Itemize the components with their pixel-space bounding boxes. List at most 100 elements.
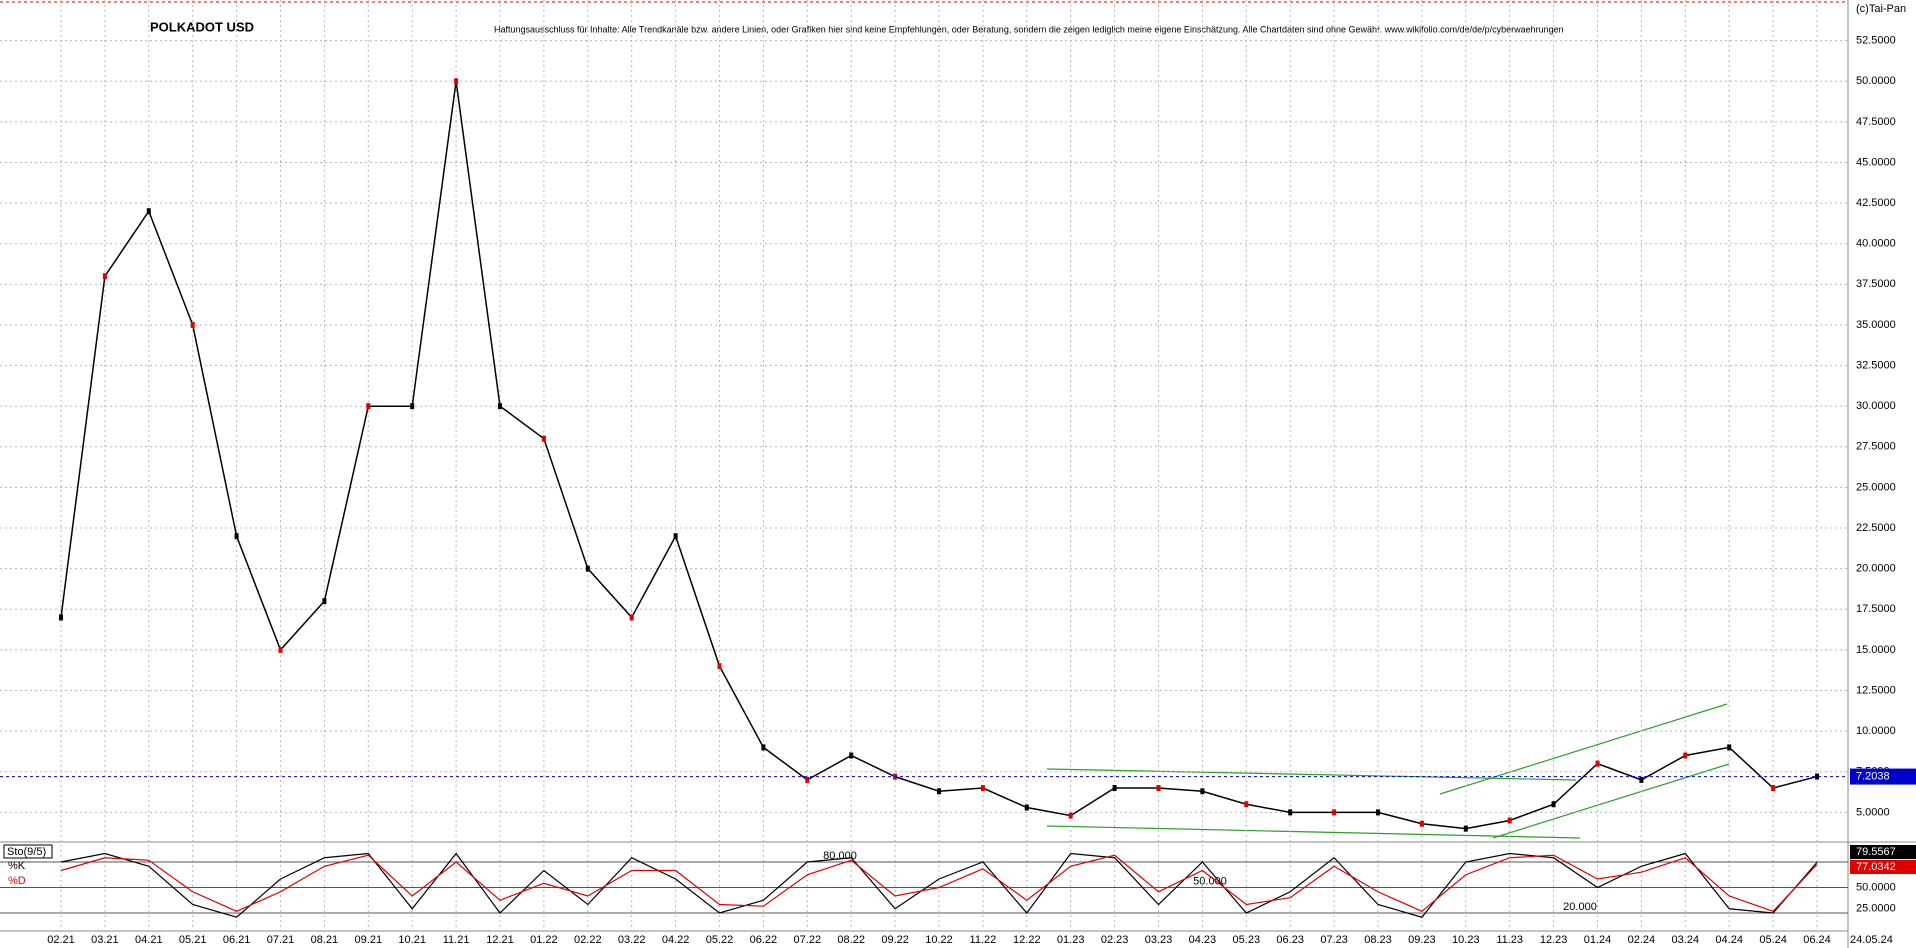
price-point xyxy=(1112,785,1117,792)
price-point xyxy=(1815,773,1819,780)
price-point xyxy=(849,752,854,759)
x-tick-label: 09.21 xyxy=(355,934,383,946)
price-point xyxy=(190,321,195,328)
level-label: 20.000 xyxy=(1563,901,1597,913)
y-tick-label: 25.0000 xyxy=(1856,481,1896,493)
y-tick-label: 45.0000 xyxy=(1856,156,1896,168)
x-tick-label: 06.24 xyxy=(1803,934,1831,946)
price-point xyxy=(1771,785,1776,792)
price-point xyxy=(937,788,941,795)
x-tick-label: 01.23 xyxy=(1057,934,1085,946)
price-point xyxy=(629,614,634,621)
price-point xyxy=(1024,804,1029,811)
price-point xyxy=(366,403,371,410)
price-point xyxy=(1244,801,1249,808)
x-tick-label: 08.21 xyxy=(311,934,339,946)
y-tick-label: 40.0000 xyxy=(1856,238,1896,250)
date-label: 24.05.24 xyxy=(1850,934,1893,946)
x-tick-label: 11.22 xyxy=(970,934,997,946)
x-tick-label: 06.23 xyxy=(1276,934,1304,946)
price-point xyxy=(1463,825,1468,832)
price-point xyxy=(454,78,459,85)
panel-title: Sto(9/5) xyxy=(7,846,46,858)
price-point xyxy=(498,403,502,410)
x-tick-label: 05.24 xyxy=(1759,934,1787,946)
x-tick-label: 06.22 xyxy=(750,934,778,946)
stoch-line xyxy=(60,854,1818,912)
stoch-line xyxy=(60,852,1818,918)
x-tick-label: 07.21 xyxy=(267,934,295,946)
y-tick-label: 15.0000 xyxy=(1856,644,1896,656)
x-tick-label: 07.23 xyxy=(1320,934,1348,946)
price-point xyxy=(717,663,722,670)
x-tick-label: 11.21 xyxy=(443,934,470,946)
x-tick-label: 09.22 xyxy=(881,934,909,946)
x-tick-label: 02.24 xyxy=(1628,934,1656,946)
y-tick-label: 27.5000 xyxy=(1856,441,1896,453)
y-tick-label: 42.5000 xyxy=(1856,197,1896,209)
legend-label: %D xyxy=(8,875,26,887)
level-label: 80.000 xyxy=(823,850,857,862)
y-tick-label: 17.5000 xyxy=(1856,603,1896,615)
current-box xyxy=(1850,845,1916,859)
y-tick-label: 37.5000 xyxy=(1856,278,1896,290)
x-tick-label: 10.22 xyxy=(925,934,953,946)
x-tick-label: 03.24 xyxy=(1672,934,1700,946)
x-tick-label: 06.21 xyxy=(223,934,251,946)
price-point xyxy=(980,785,985,792)
y-tick-label: 10.0000 xyxy=(1856,725,1896,737)
price-point xyxy=(1419,820,1424,827)
x-tick-label: 01.24 xyxy=(1584,934,1612,946)
trend-line xyxy=(1492,763,1730,839)
price-point xyxy=(1595,760,1600,767)
x-tick-label: 02.23 xyxy=(1101,934,1129,946)
price-point xyxy=(761,744,766,751)
price-point xyxy=(322,598,327,605)
x-tick-label: 04.23 xyxy=(1189,934,1217,946)
x-tick-label: 12.23 xyxy=(1540,934,1568,946)
price-point xyxy=(1507,817,1512,824)
current-label: 79.5567 xyxy=(1856,846,1896,858)
price-point xyxy=(1376,809,1380,816)
price-point xyxy=(1683,752,1688,759)
y-tick-label: 30.0000 xyxy=(1856,400,1896,412)
legend-label: %K xyxy=(8,860,26,872)
disclaimer: Haftungsausschluss für Inhalte: Alle Tre… xyxy=(494,24,1564,34)
y-tick-label: 12.5000 xyxy=(1856,684,1896,696)
price-point xyxy=(234,533,239,540)
price-point xyxy=(541,435,546,442)
x-tick-label: 08.23 xyxy=(1364,934,1392,946)
price-point xyxy=(410,403,415,410)
x-tick-label: 02.22 xyxy=(574,934,602,946)
price-point xyxy=(1288,809,1293,816)
x-tick-label: 04.24 xyxy=(1715,934,1743,946)
x-tick-label: 03.22 xyxy=(618,934,646,946)
y-tick-label: 50.0000 xyxy=(1856,75,1896,87)
y-tick-label: 47.5000 xyxy=(1856,116,1896,128)
x-tick-label: 09.23 xyxy=(1408,934,1436,946)
price-point xyxy=(1551,801,1556,808)
x-tick-label: 10.23 xyxy=(1452,934,1480,946)
y-tick-label: 35.0000 xyxy=(1856,319,1896,331)
level-label: 50.000 xyxy=(1193,875,1227,887)
current-box xyxy=(1850,768,1916,785)
current-box xyxy=(1850,860,1916,874)
x-tick-label: 12.21 xyxy=(486,934,514,946)
price-point xyxy=(146,208,151,215)
x-tick-label: 08.22 xyxy=(837,934,865,946)
y-tick-label: 50.0000 xyxy=(1856,881,1896,893)
y-tick-label: 52.5000 xyxy=(1856,35,1896,47)
price-point xyxy=(1068,812,1073,819)
x-tick-label: 07.22 xyxy=(794,934,822,946)
trend-lines xyxy=(1046,703,1730,839)
price-point xyxy=(1639,776,1644,783)
y-tick-label: 5.0000 xyxy=(1856,806,1890,818)
y-tick-label: 20.0000 xyxy=(1856,563,1896,575)
x-tick-label: 05.22 xyxy=(706,934,734,946)
price-point xyxy=(673,533,678,540)
x-tick-label: 03.21 xyxy=(91,934,119,946)
price-point xyxy=(1332,809,1337,816)
x-tick-label: 03.23 xyxy=(1145,934,1173,946)
x-tick-label: 12.22 xyxy=(1013,934,1041,946)
